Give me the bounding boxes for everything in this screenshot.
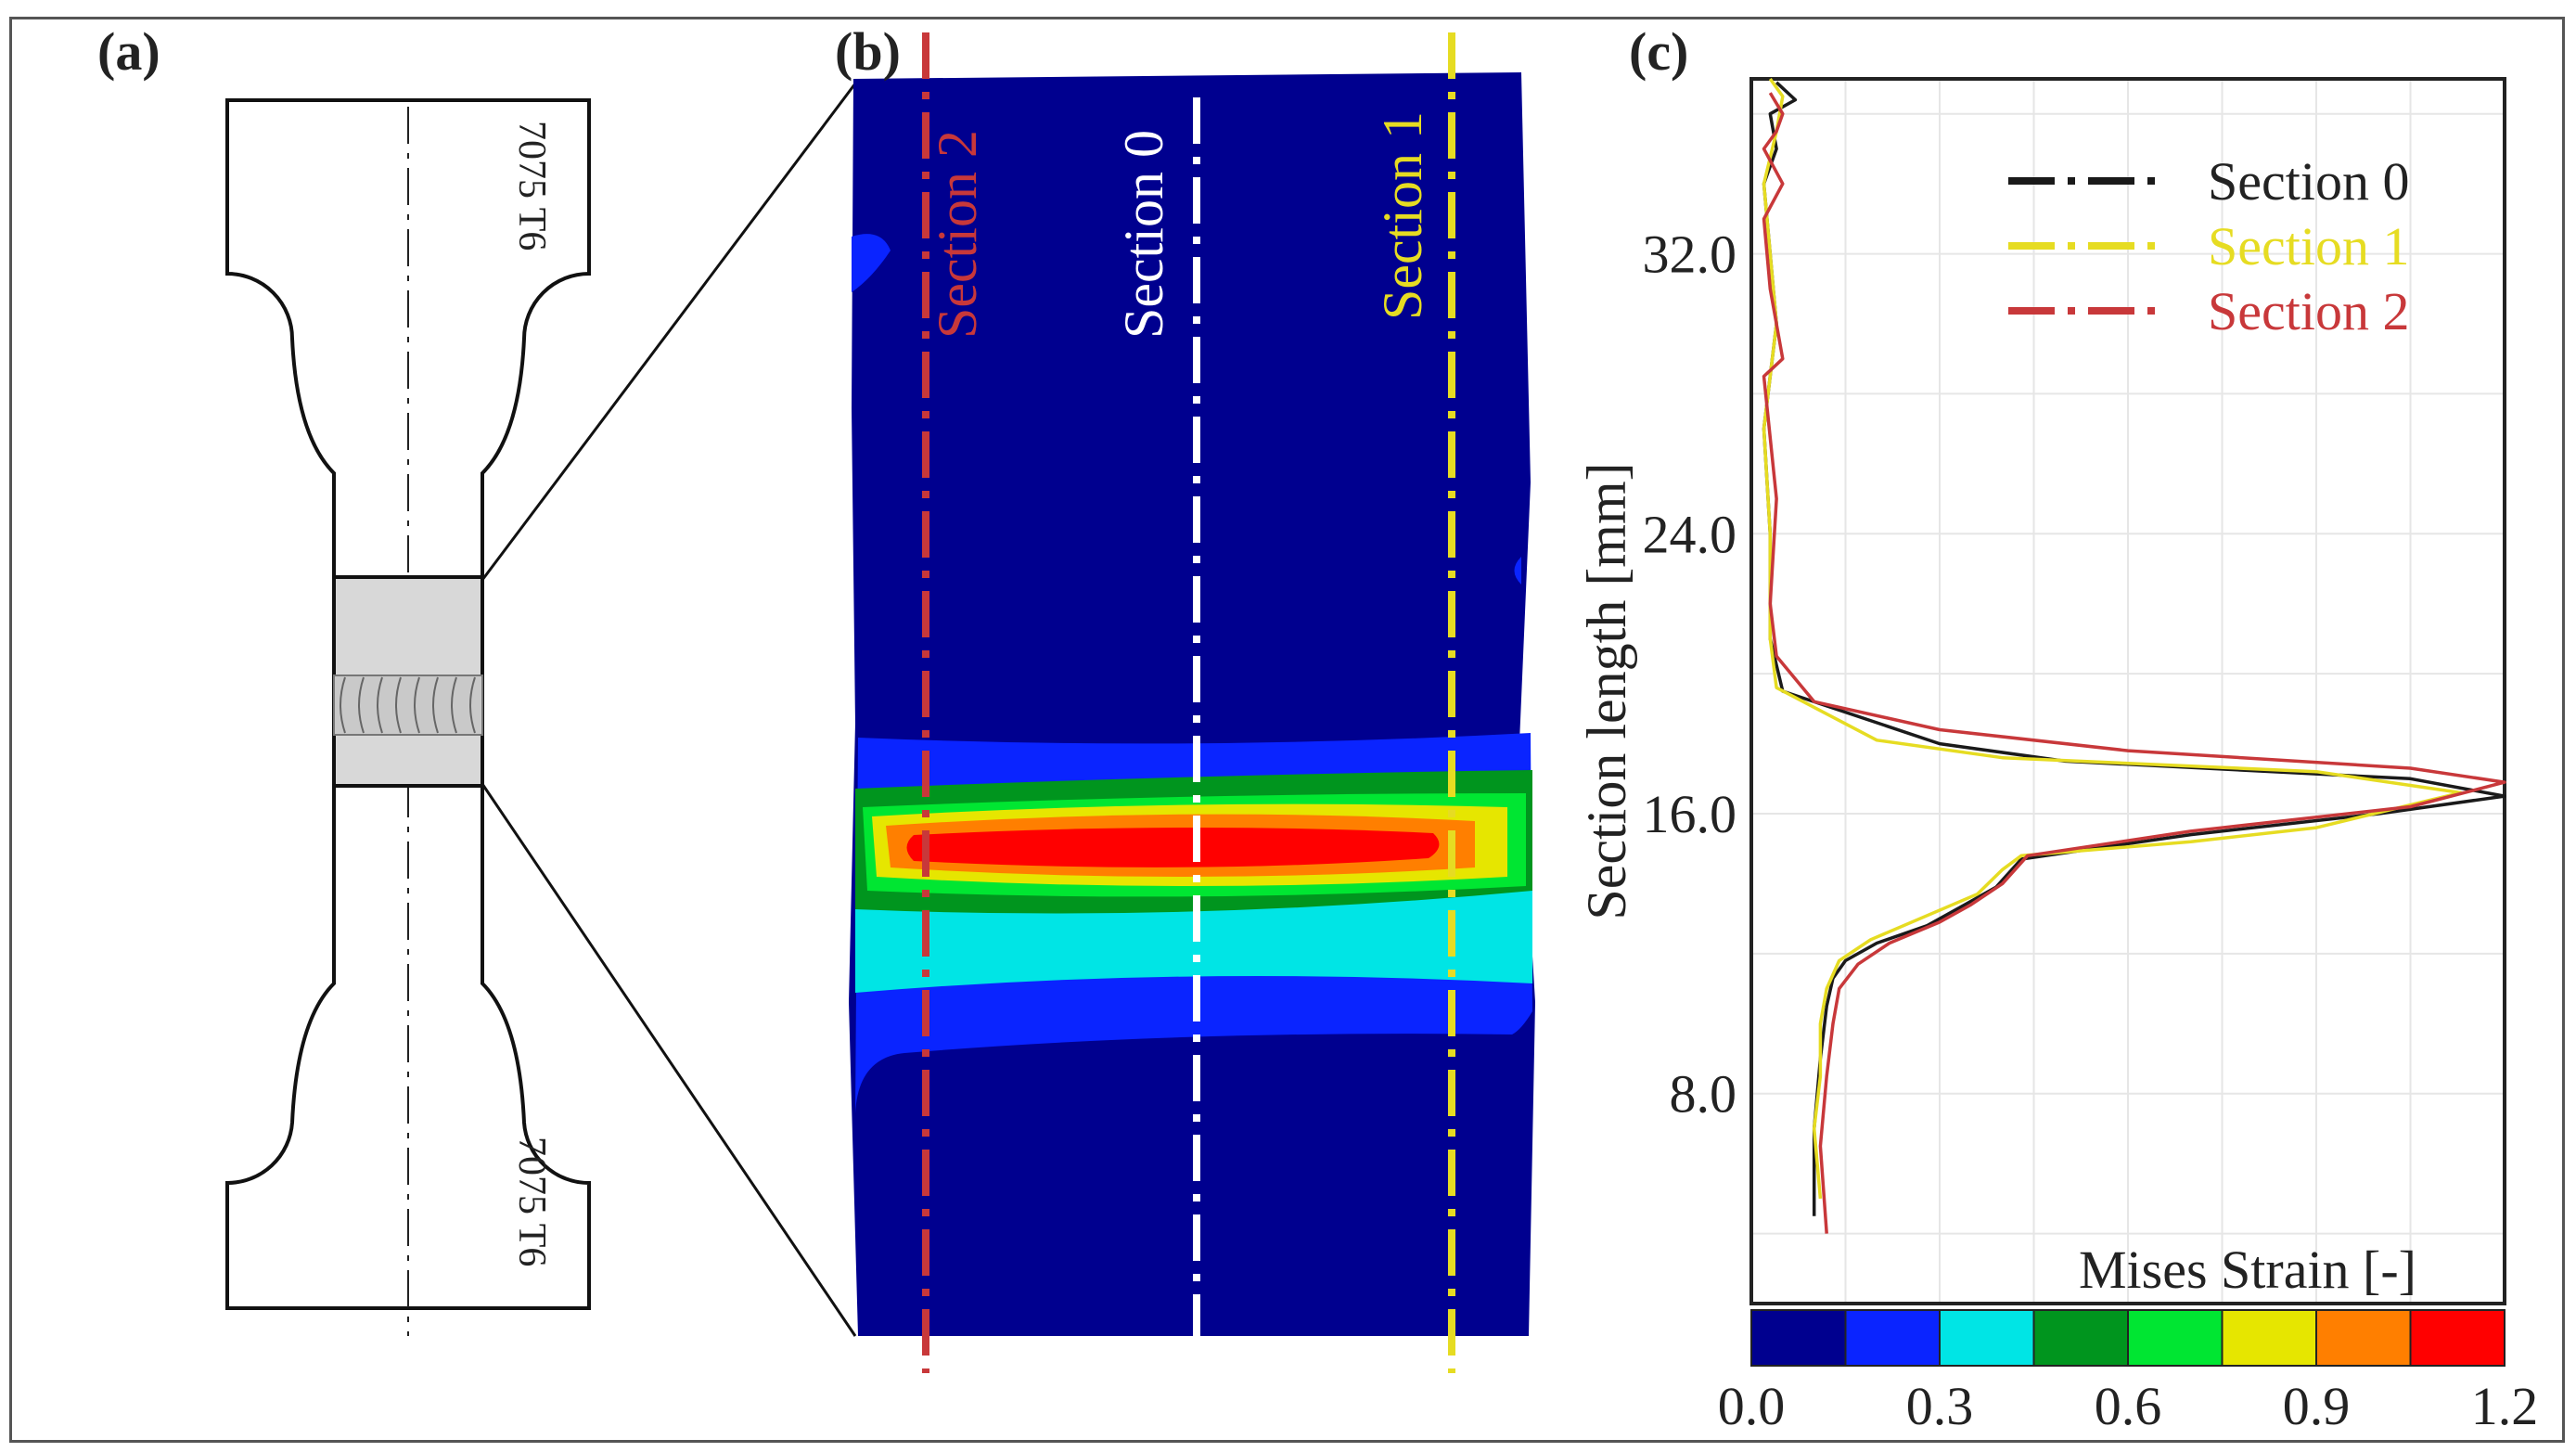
x-axis-ticks: 0.0 0.3 0.6 0.9 1.2 [1718,1376,2539,1436]
section-1-label: Section 1 [1372,111,1433,320]
contour-edge-notch-right [1514,557,1521,585]
colorbar-label: Mises Strain [-] [2079,1240,2416,1300]
colorbar-swatch [1750,1309,1847,1367]
section-2-label: Section 2 [927,130,988,339]
x-tick-label: 0.0 [1718,1376,1786,1436]
material-label-bottom: 7075 T6 [510,1137,553,1266]
colorbar-swatch [2221,1309,2317,1367]
chart-series [1762,77,2506,1234]
weld-bead [333,675,483,736]
y-tick-label: 32.0 [1643,225,1737,285]
y-axis-label: Section length [mm] [1576,462,1637,919]
specimen-drawing: 7075 T6 7075 T6 [225,83,857,1337]
colorbar-swatch [1844,1309,1941,1367]
series-line-1 [1762,77,2463,1200]
y-axis-ticks: 8.0 16.0 24.0 32.0 [1643,225,1737,1124]
panel-c-label: (c) [1629,21,1689,82]
colorbar-swatch [2315,1309,2412,1367]
y-tick-label: 8.0 [1670,1064,1737,1124]
colorbar-swatch [2127,1309,2224,1367]
series-line-2 [1762,92,2506,1234]
x-tick-label: 0.9 [2283,1376,2351,1436]
section-0-label: Section 0 [1113,130,1174,339]
colorbar-swatch [2409,1309,2506,1367]
legend-label: Section 1 [2208,216,2409,276]
material-label-top: 7075 T6 [510,121,553,251]
plot-frame [1749,77,2506,1305]
strain-profile-chart: 8.0 16.0 24.0 32.0 0.0 0.3 0.6 0.9 1.2 Section … [1576,77,2539,1436]
strain-colorbar [1750,1309,2506,1367]
colorbar-swatch [1939,1309,2035,1367]
colorbar-swatch [2032,1309,2129,1367]
contour-band-red [906,827,1440,867]
contour-edge-notch-left [852,234,891,292]
zoom-line-bottom [481,783,857,1337]
zoom-line-top [481,83,857,581]
x-tick-label: 0.6 [2095,1376,2162,1436]
x-tick-label: 1.2 [2471,1376,2539,1436]
strain-contour-map: Section 2 Section 0 Section 1 [849,32,1535,1373]
panel-a-label: (a) [97,21,160,82]
panel-b-label: (b) [835,21,901,82]
weld-ripples [340,676,476,734]
x-tick-label: 0.3 [1906,1376,1974,1436]
legend-label: Section 2 [2208,281,2409,341]
y-tick-label: 16.0 [1643,784,1737,844]
chart-grid [1751,79,2505,1304]
legend-label: Section 0 [2208,151,2409,212]
y-tick-label: 24.0 [1643,504,1737,564]
